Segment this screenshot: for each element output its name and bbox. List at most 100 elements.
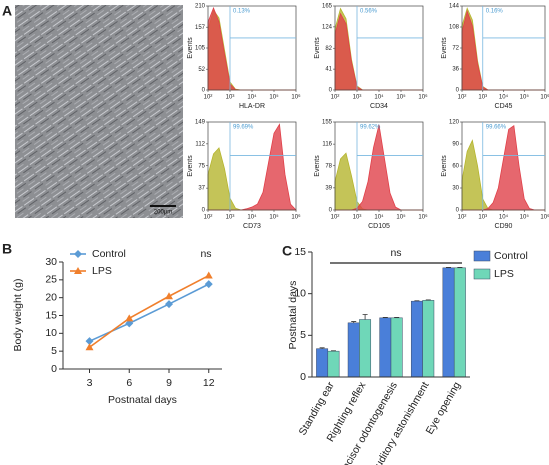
- x-axis-title: CD34: [370, 103, 388, 110]
- y-tick-label: 30: [45, 256, 57, 268]
- bar: [347, 322, 360, 378]
- y-tick-label: 10: [45, 327, 57, 339]
- y-axis-title: Events: [441, 37, 448, 59]
- y-tick-label: 120: [449, 120, 460, 126]
- x-tick-label: 10⁶: [418, 214, 428, 221]
- y-tick-label: 144: [449, 4, 460, 10]
- x-tick-label: 10⁴: [247, 214, 257, 221]
- legend-label: LPS: [494, 268, 514, 280]
- legend-label: Control: [494, 250, 528, 262]
- y-axis-title: Events: [314, 37, 321, 59]
- y-tick-label: 108: [449, 25, 460, 31]
- y-tick-label: 105: [195, 46, 206, 52]
- x-axis-title: CD90: [495, 223, 513, 230]
- y-axis-title: Events: [187, 155, 194, 177]
- y-tick-label: 157: [195, 25, 206, 31]
- y-tick-label: 124: [322, 24, 333, 30]
- y-tick-label: 155: [322, 120, 333, 126]
- y-tick-label: 0: [202, 208, 206, 214]
- y-tick-label: 112: [195, 141, 205, 147]
- x-tick-label: 12: [203, 377, 215, 389]
- x-tick-label: 10⁶: [418, 94, 428, 101]
- x-tick-label: 10³: [226, 95, 235, 101]
- y-tick-label: 149: [195, 120, 206, 126]
- y-tick-label: 78: [325, 163, 332, 169]
- x-tick-label: 10²: [331, 215, 340, 221]
- y-axis-title: Events: [187, 37, 194, 59]
- y-axis-title: Events: [314, 155, 321, 177]
- x-axis-title: CD45: [495, 103, 513, 110]
- data-point: [165, 292, 173, 300]
- x-tick-label: 10²: [204, 215, 213, 221]
- data-point: [125, 314, 134, 322]
- series-line: [89, 274, 210, 348]
- x-tick-label: 3: [87, 377, 93, 389]
- y-tick-label: 39: [325, 185, 332, 191]
- x-tick-label: 10⁵: [269, 214, 279, 221]
- x-axis-title: Postnatal days: [108, 394, 177, 406]
- legend-label: LPS: [92, 265, 112, 277]
- bar: [316, 348, 329, 378]
- y-tick-label: 75: [198, 163, 205, 169]
- error-bar: [351, 321, 357, 323]
- x-tick-label: 10³: [478, 95, 487, 101]
- y-tick-label: 10: [294, 287, 306, 299]
- bar: [422, 300, 435, 378]
- histogram-area: [334, 12, 423, 91]
- y-tick-label: 37: [198, 186, 205, 192]
- histogram-area: [461, 9, 545, 91]
- y-tick-label: 25: [45, 274, 57, 286]
- legend-label: Control: [92, 248, 126, 260]
- x-tick-label: 10²: [331, 95, 340, 101]
- y-tick-label: 116: [322, 142, 332, 148]
- histogram-area: [207, 6, 296, 91]
- y-tick-label: 0: [329, 208, 333, 214]
- gate-percent: 99.62%: [360, 125, 381, 131]
- y-tick-label: 0: [329, 88, 333, 94]
- gate-percent: 99.69%: [233, 125, 254, 131]
- x-tick-label: 10⁶: [291, 94, 301, 101]
- gate-percent: 0.16%: [486, 9, 504, 15]
- x-tick-label: 10²: [458, 95, 467, 101]
- legend-swatch: [473, 268, 491, 280]
- x-tick-label: 10³: [353, 95, 362, 101]
- scale-label: 200μm: [154, 210, 172, 216]
- panel-letter: C: [282, 243, 292, 259]
- y-tick-label: 0: [51, 363, 57, 375]
- x-tick-label: 10³: [353, 215, 362, 221]
- y-axis-title: Postnatal days: [287, 281, 299, 350]
- y-tick-label: 0: [202, 88, 206, 94]
- x-tick-label: 10⁵: [520, 214, 530, 221]
- bar: [453, 267, 466, 378]
- x-tick-label: 10⁵: [396, 214, 406, 221]
- x-tick-label: 9: [166, 377, 172, 389]
- cell-image: [15, 5, 183, 218]
- y-tick-label: 41: [325, 67, 332, 73]
- x-axis-title: CD73: [243, 223, 261, 230]
- micrograph: 200μm: [15, 5, 183, 218]
- y-tick-label: 0: [456, 88, 460, 94]
- data-point: [85, 337, 94, 346]
- x-tick-label: 10⁴: [374, 214, 384, 221]
- y-tick-label: 15: [294, 246, 306, 258]
- x-tick-label: 10³: [226, 215, 235, 221]
- error-bar: [319, 347, 325, 349]
- x-tick-label: 10⁶: [540, 214, 549, 221]
- gate-percent: 99.66%: [486, 125, 507, 131]
- y-tick-label: 60: [452, 164, 459, 170]
- data-point: [204, 271, 213, 279]
- bar: [327, 350, 340, 378]
- x-axis-title: HLA-DR: [239, 103, 265, 110]
- y-axis-title: Events: [441, 155, 448, 177]
- y-tick-label: 20: [45, 291, 57, 303]
- y-tick-label: 90: [452, 142, 459, 148]
- data-point: [85, 343, 94, 351]
- legend-marker: [74, 267, 82, 274]
- x-tick-label: 10⁴: [247, 94, 257, 101]
- data-point: [204, 280, 213, 289]
- y-axis-title: Body weight (g): [12, 279, 24, 352]
- y-tick-label: 210: [195, 4, 206, 10]
- x-tick-label: 10²: [458, 215, 467, 221]
- y-tick-label: 5: [51, 345, 57, 357]
